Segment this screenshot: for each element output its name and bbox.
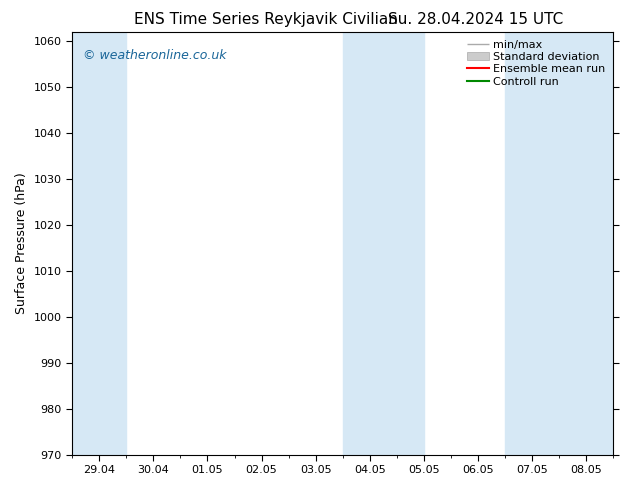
Bar xyxy=(343,32,424,455)
Text: ENS Time Series Reykjavik Civilian: ENS Time Series Reykjavik Civilian xyxy=(134,12,398,27)
Text: Su. 28.04.2024 15 UTC: Su. 28.04.2024 15 UTC xyxy=(388,12,563,27)
Y-axis label: Surface Pressure (hPa): Surface Pressure (hPa) xyxy=(15,172,28,314)
Bar xyxy=(505,32,614,455)
Bar xyxy=(72,32,126,455)
Text: © weatheronline.co.uk: © weatheronline.co.uk xyxy=(83,49,226,62)
Legend: min/max, Standard deviation, Ensemble mean run, Controll run: min/max, Standard deviation, Ensemble me… xyxy=(465,38,608,89)
